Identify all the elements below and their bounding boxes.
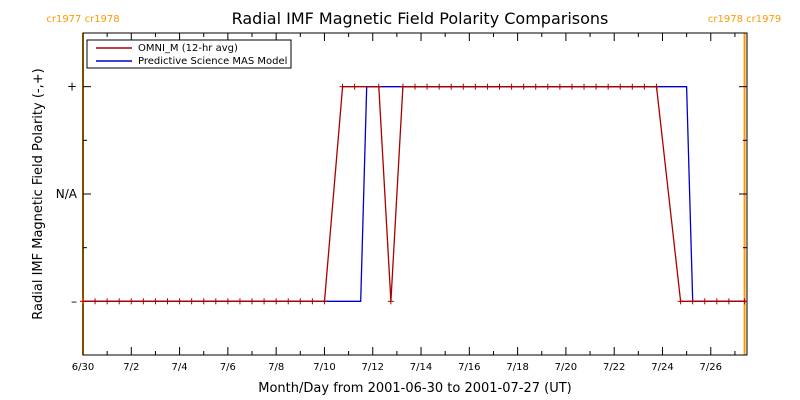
legend: OMNI_M (12-hr avg) Predictive Science MA…	[86, 39, 292, 69]
y-tick-label: –	[71, 294, 77, 308]
x-tick-label: 7/8	[268, 362, 284, 373]
x-tick-label: 7/20	[555, 362, 577, 373]
x-tick-label: 7/26	[700, 362, 722, 373]
x-tick-label: 7/22	[603, 362, 625, 373]
legend-box	[86, 39, 292, 69]
x-tick-label: 7/24	[651, 362, 673, 373]
chart-title: Radial IMF Magnetic Field Polarity Compa…	[232, 9, 609, 28]
x-tick-label: 7/12	[362, 362, 384, 373]
y-tick-label: +	[67, 80, 77, 94]
legend-label-omni: OMNI_M (12-hr avg)	[138, 43, 238, 54]
axis-ticks: 6/30 7/2 7/4 7/6 7/8 7/10 7/12 7/14 7/16 7/18 7/20…	[56, 32, 747, 373]
carrington-label: cr1978 cr1979	[708, 14, 781, 25]
legend-label-mas: Predictive Science MAS Model	[138, 56, 287, 67]
series-line-mas	[83, 86, 745, 302]
x-tick-label: 7/14	[410, 362, 432, 373]
y-tick-label: N/A	[56, 187, 78, 201]
plot-frame	[82, 32, 748, 356]
carrington-label: cr1977 cr1978	[46, 14, 119, 25]
x-tick-label: 7/10	[313, 362, 335, 373]
x-tick-label: 7/2	[123, 362, 139, 373]
x-tick-label: 7/16	[458, 362, 480, 373]
x-tick-label: 6/30	[72, 362, 94, 373]
series-lines	[80, 83, 748, 305]
x-tick-label: 7/6	[220, 362, 236, 373]
x-tick-label: 7/4	[172, 362, 188, 373]
x-axis-label: Month/Day from 2001-06-30 to 2001-07-27 …	[258, 381, 571, 396]
y-axis-label: Radial IMF Magnetic Field Polarity (-,+)	[31, 68, 46, 319]
series-line-omni	[83, 86, 745, 302]
x-tick-label: 7/18	[506, 362, 528, 373]
